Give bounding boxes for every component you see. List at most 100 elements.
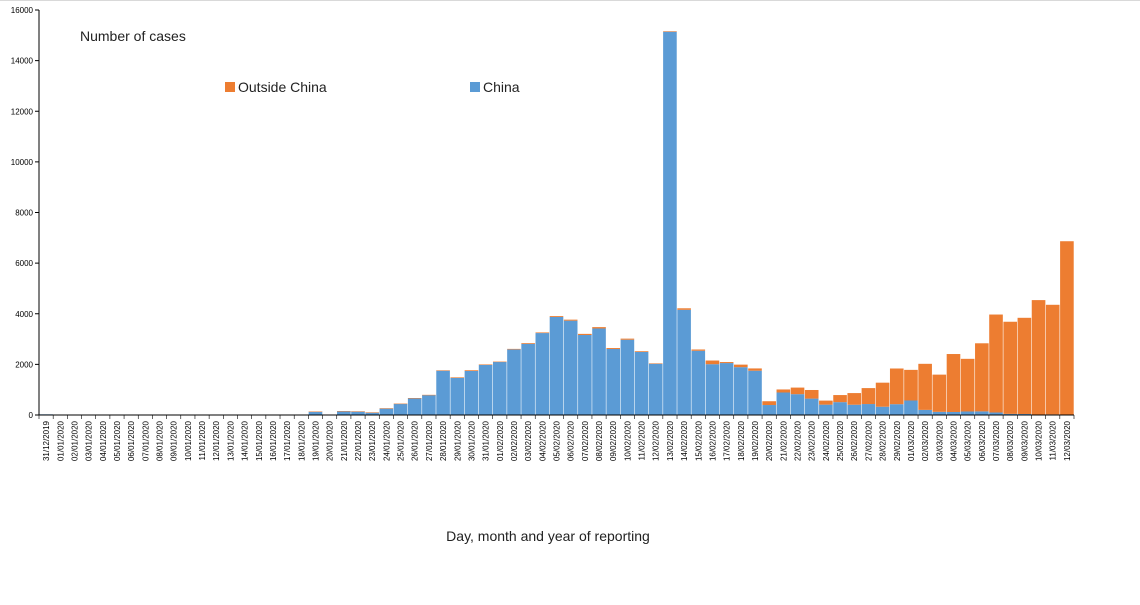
x-tick-label: 09/03/2020	[1020, 420, 1029, 461]
bar-china	[408, 398, 422, 415]
y-tick-label: 6000	[15, 259, 33, 268]
x-tick-label: 12/02/2020	[652, 420, 661, 461]
bar-outside-china	[422, 395, 436, 396]
bar-outside-china	[606, 348, 620, 349]
legend-label-outside-china: Outside China	[238, 79, 327, 95]
bar-outside-china	[947, 354, 961, 412]
x-tick-label: 24/01/2020	[382, 420, 391, 461]
bar-outside-china	[706, 361, 720, 365]
bar-outside-china	[521, 343, 535, 344]
x-tick-label: 17/01/2020	[283, 420, 292, 461]
bar-outside-china	[536, 332, 550, 333]
y-tick-label: 4000	[15, 310, 33, 319]
x-tick-label: 21/02/2020	[779, 420, 788, 461]
x-tick-label: 31/12/2019	[42, 420, 51, 461]
x-tick-label: 14/02/2020	[680, 420, 689, 461]
bar-outside-china	[1060, 241, 1074, 414]
bar-outside-china	[1003, 322, 1017, 414]
x-tick-label: 24/02/2020	[822, 420, 831, 461]
x-tick-label: 08/03/2020	[1006, 420, 1015, 461]
x-tick-label: 15/02/2020	[694, 420, 703, 461]
bar-outside-china	[975, 343, 989, 411]
x-tick-label: 29/02/2020	[893, 420, 902, 461]
bar-china	[748, 371, 762, 415]
bar-outside-china	[805, 390, 819, 399]
x-tick-label: 05/01/2020	[113, 420, 122, 461]
bar-outside-china	[436, 370, 450, 371]
x-tick-label: 19/02/2020	[751, 420, 760, 461]
bar-outside-china	[777, 389, 791, 392]
bar-china	[904, 400, 918, 415]
bar-china	[777, 392, 791, 415]
bar-outside-china	[862, 388, 876, 404]
x-tick-label: 03/01/2020	[85, 420, 94, 461]
bar-outside-china	[890, 369, 904, 405]
bar-outside-china	[933, 375, 947, 412]
bar-china	[833, 402, 847, 415]
bar-outside-china	[479, 364, 493, 365]
bar-outside-china	[592, 327, 606, 328]
x-tick-label: 18/01/2020	[297, 420, 306, 461]
legend-swatch-china	[470, 82, 480, 92]
y-tick-label: 16000	[11, 6, 34, 15]
bar-outside-china	[450, 377, 464, 378]
x-tick-label: 25/01/2020	[397, 420, 406, 461]
x-tick-label: 11/03/2020	[1049, 420, 1058, 460]
bar-outside-china	[394, 404, 408, 405]
bar-outside-china	[507, 349, 521, 350]
x-tick-label: 28/01/2020	[439, 420, 448, 461]
x-tick-label: 08/01/2020	[156, 420, 165, 461]
x-tick-label: 29/01/2020	[453, 420, 462, 461]
x-tick-label: 21/01/2020	[340, 420, 349, 461]
bar-china	[394, 404, 408, 415]
x-tick-label: 04/02/2020	[538, 420, 547, 461]
bar-outside-china	[564, 320, 578, 321]
x-tick-label: 03/03/2020	[935, 420, 944, 461]
x-tick-label: 14/01/2020	[241, 420, 250, 461]
bar-series-group	[39, 31, 1073, 415]
x-tick-label: 20/01/2020	[326, 420, 335, 461]
bar-china	[961, 411, 975, 415]
bar-china	[663, 32, 677, 415]
x-tick-label: 22/02/2020	[794, 420, 803, 461]
y-tick-label: 8000	[15, 209, 33, 218]
bar-outside-china	[748, 368, 762, 370]
bar-china	[691, 351, 705, 415]
x-tick-label: 02/02/2020	[510, 420, 519, 461]
x-tick-label: 07/01/2020	[141, 420, 150, 461]
bar-outside-china	[904, 370, 918, 401]
x-tick-label: 02/01/2020	[70, 420, 79, 461]
bar-china	[606, 349, 620, 415]
x-tick-label: 26/01/2020	[411, 420, 420, 461]
bar-china	[493, 362, 507, 415]
x-tick-label: 05/03/2020	[964, 420, 973, 461]
y-axis-label: Number of cases	[80, 28, 186, 44]
bar-china	[309, 412, 323, 415]
x-tick-label: 08/02/2020	[595, 420, 604, 461]
x-tick-label: 10/02/2020	[623, 420, 632, 461]
x-tick-label: 25/02/2020	[836, 420, 845, 461]
bar-china	[876, 407, 890, 415]
bar-china	[578, 335, 592, 415]
legend-label-china: China	[483, 79, 520, 95]
bar-outside-china	[1046, 305, 1060, 415]
x-tick-label: 12/01/2020	[212, 420, 221, 461]
y-tick-label: 14000	[11, 57, 34, 66]
bar-china	[450, 378, 464, 415]
legend-swatch-outside-china	[225, 82, 235, 92]
bar-outside-china	[1032, 300, 1046, 414]
legend: Outside China China	[225, 79, 520, 95]
x-tick-label: 01/03/2020	[907, 420, 916, 461]
bar-outside-china	[550, 316, 564, 317]
x-tick-label: 13/01/2020	[226, 420, 235, 461]
x-tick-label: 02/03/2020	[921, 420, 930, 461]
x-tick-label: 13/02/2020	[666, 420, 675, 461]
bar-outside-china	[309, 412, 323, 413]
x-tick-label: 06/02/2020	[567, 420, 576, 461]
x-tick-label: 05/02/2020	[553, 420, 562, 461]
bar-outside-china	[762, 401, 776, 405]
x-tick-label: 22/01/2020	[354, 420, 363, 461]
